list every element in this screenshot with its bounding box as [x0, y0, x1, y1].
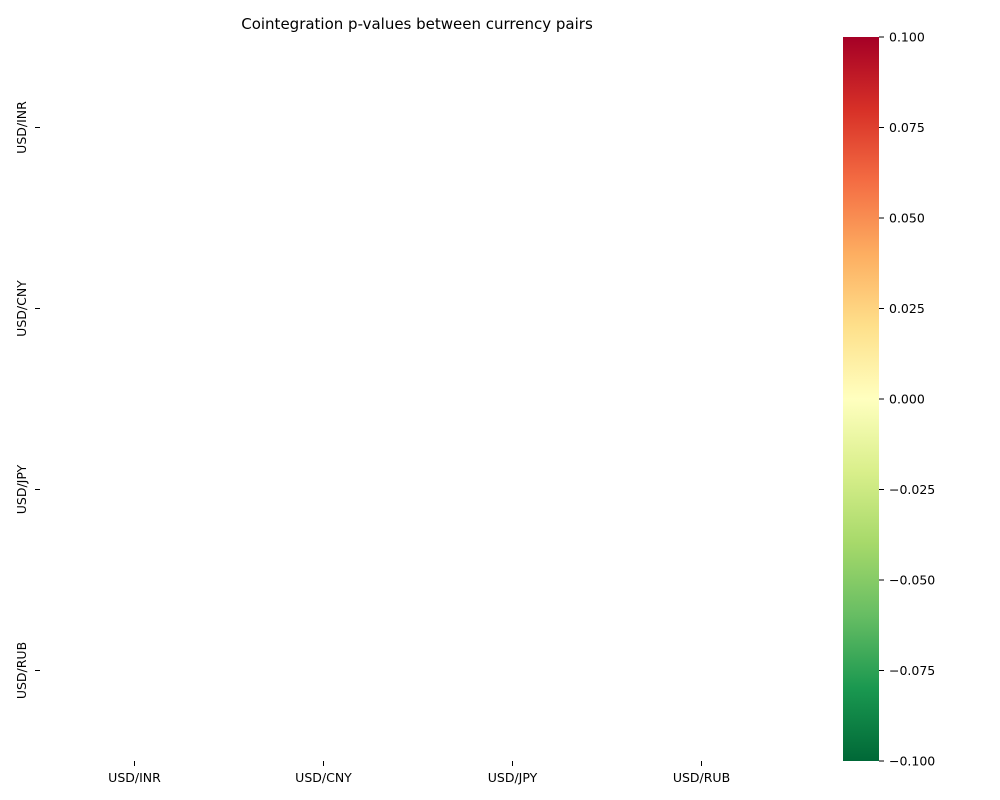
- heatmap-cell: [40, 37, 229, 218]
- x-axis: USD/INR USD/CNY USD/JPY USD/RUB: [108, 761, 730, 785]
- colorbar-tick-label: 0.100: [889, 30, 925, 45]
- heatmap-cell: [229, 218, 418, 399]
- heatmap-cell: [418, 37, 607, 218]
- colorbar: 0.100 0.075 0.050 0.025 0.000 −0.025 −0.050 −0.…: [843, 30, 935, 769]
- heatmap-cell: [418, 218, 607, 399]
- colorbar-gradient: [843, 37, 879, 761]
- colorbar-tick-label: −0.100: [889, 754, 935, 769]
- heatmap-cell: [418, 399, 607, 580]
- heatmap-cell: [607, 399, 796, 580]
- colorbar-ticks: 0.100 0.075 0.050 0.025 0.000 −0.025 −0.050 −0.…: [879, 30, 935, 769]
- colorbar-tick-label: −0.025: [889, 482, 935, 497]
- heatmap-cell: [40, 218, 229, 399]
- heatmap-cell: [229, 580, 418, 761]
- colorbar-tick-label: −0.050: [889, 573, 935, 588]
- x-tick-label: USD/JPY: [488, 770, 538, 785]
- colorbar-tick-label: 0.025: [889, 301, 925, 316]
- heatmap-cell: [607, 37, 796, 218]
- heatmap-cell: [40, 580, 229, 761]
- y-tick-label: USD/INR: [14, 101, 29, 154]
- colorbar-tick-label: 0.075: [889, 120, 925, 135]
- heatmap-cell: [229, 37, 418, 218]
- y-tick-label: USD/CNY: [14, 280, 29, 337]
- x-tick-label: USD/CNY: [295, 770, 352, 785]
- plot-area: [40, 37, 796, 761]
- heatmap-cell: [607, 580, 796, 761]
- colorbar-tick-label: 0.000: [889, 392, 925, 407]
- x-tick-label: USD/INR: [108, 770, 161, 785]
- y-axis: USD/INR USD/CNY USD/JPY USD/RUB: [14, 101, 40, 699]
- colorbar-tick-label: −0.075: [889, 663, 935, 678]
- y-tick-label: USD/RUB: [14, 642, 29, 699]
- heatmap-cell: [607, 218, 796, 399]
- heatmap-cell: [229, 399, 418, 580]
- x-tick-label: USD/RUB: [673, 770, 730, 785]
- chart-title: Cointegration p-values between currency …: [241, 15, 593, 33]
- heatmap-cell: [418, 580, 607, 761]
- y-tick-label: USD/JPY: [14, 464, 29, 514]
- heatmap-cell: [40, 399, 229, 580]
- colorbar-tick-label: 0.050: [889, 211, 925, 226]
